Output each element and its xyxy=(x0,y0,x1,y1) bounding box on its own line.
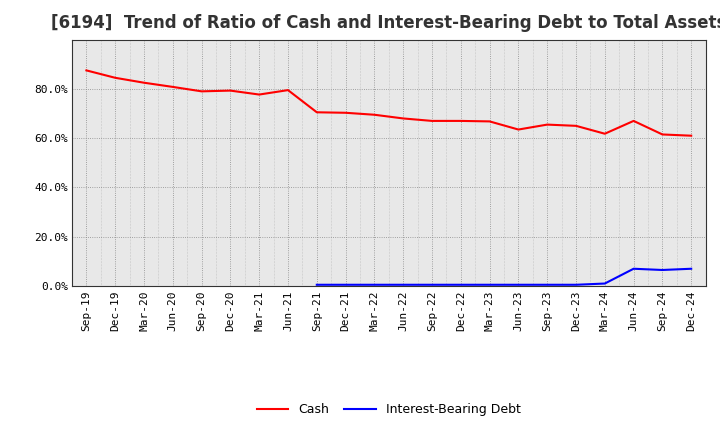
Cash xyxy=(543,122,552,127)
Cash xyxy=(399,116,408,121)
Cash xyxy=(284,88,292,93)
Interest-Bearing Debt xyxy=(341,282,350,287)
Cash xyxy=(226,88,235,93)
Interest-Bearing Debt xyxy=(629,266,638,271)
Line: Cash: Cash xyxy=(86,70,691,136)
Cash xyxy=(514,127,523,132)
Cash xyxy=(82,68,91,73)
Cash xyxy=(111,75,120,81)
Cash xyxy=(168,84,177,90)
Interest-Bearing Debt xyxy=(600,281,609,286)
Cash xyxy=(255,92,264,97)
Interest-Bearing Debt xyxy=(485,282,494,287)
Cash xyxy=(485,119,494,124)
Cash xyxy=(687,133,696,138)
Cash xyxy=(629,118,638,124)
Cash xyxy=(658,132,667,137)
Interest-Bearing Debt xyxy=(543,282,552,287)
Interest-Bearing Debt xyxy=(370,282,379,287)
Cash xyxy=(456,118,465,124)
Interest-Bearing Debt xyxy=(658,268,667,273)
Interest-Bearing Debt xyxy=(312,282,321,287)
Cash xyxy=(197,89,206,94)
Interest-Bearing Debt xyxy=(428,282,436,287)
Cash xyxy=(572,123,580,128)
Cash xyxy=(428,118,436,124)
Interest-Bearing Debt xyxy=(687,266,696,271)
Cash xyxy=(341,110,350,115)
Interest-Bearing Debt xyxy=(572,282,580,287)
Line: Interest-Bearing Debt: Interest-Bearing Debt xyxy=(317,269,691,285)
Cash xyxy=(370,112,379,117)
Cash xyxy=(140,80,148,85)
Legend: Cash, Interest-Bearing Debt: Cash, Interest-Bearing Debt xyxy=(257,403,521,416)
Cash xyxy=(312,110,321,115)
Interest-Bearing Debt xyxy=(456,282,465,287)
Interest-Bearing Debt xyxy=(514,282,523,287)
Interest-Bearing Debt xyxy=(399,282,408,287)
Title: [6194]  Trend of Ratio of Cash and Interest-Bearing Debt to Total Assets: [6194] Trend of Ratio of Cash and Intere… xyxy=(51,15,720,33)
Cash xyxy=(600,131,609,136)
